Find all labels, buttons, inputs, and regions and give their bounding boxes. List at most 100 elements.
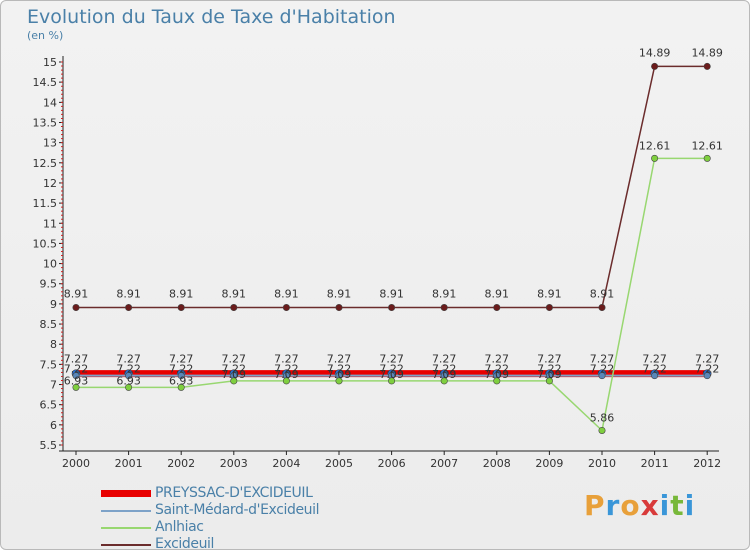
data-label: 7.22 xyxy=(274,363,299,376)
data-point xyxy=(493,304,501,312)
y-tick-label: 15 xyxy=(43,56,57,69)
data-label: 7.22 xyxy=(695,363,720,376)
legend-swatch xyxy=(101,510,151,512)
data-label: 7.22 xyxy=(485,363,510,376)
y-tick-label: 14.5 xyxy=(33,76,58,89)
data-label: 8.91 xyxy=(274,288,299,301)
logo-letter: o xyxy=(620,489,641,522)
y-tick-label: 6.5 xyxy=(40,399,58,412)
data-point xyxy=(651,154,659,162)
proxiti-logo: Proxiti xyxy=(584,489,695,522)
data-label: 12.61 xyxy=(639,139,671,152)
data-point xyxy=(545,377,553,385)
data-point xyxy=(703,372,711,380)
logo-letter: x xyxy=(640,489,660,522)
data-label: 7.27 xyxy=(642,353,667,366)
logo-letter: i xyxy=(659,489,671,522)
data-point xyxy=(72,304,80,312)
logo-letter: t xyxy=(670,489,685,522)
data-label: 8.91 xyxy=(432,288,457,301)
y-tick-label: 9.5 xyxy=(40,278,58,291)
data-label: 7.27 xyxy=(432,353,457,366)
logo-letter: r xyxy=(605,489,621,522)
x-tick-label: 2010 xyxy=(588,457,616,470)
data-label: 8.91 xyxy=(169,288,194,301)
data-label: 7.27 xyxy=(379,353,404,366)
data-label: 7.22 xyxy=(222,363,247,376)
series-line xyxy=(76,65,708,309)
data-label: 6.93 xyxy=(64,374,89,387)
data-point xyxy=(651,372,659,380)
legend-item: Anlhiac xyxy=(101,519,421,536)
data-label: 14.89 xyxy=(691,46,723,59)
data-point xyxy=(177,383,185,391)
data-label: 12.61 xyxy=(691,139,723,152)
data-point xyxy=(125,304,133,312)
data-point xyxy=(335,377,343,385)
y-tick-label: 10 xyxy=(43,258,57,271)
data-label: 7.22 xyxy=(642,363,667,376)
data-label: 7.27 xyxy=(485,353,510,366)
data-point xyxy=(72,383,80,391)
data-label: 7.27 xyxy=(64,353,89,366)
legend-item: Saint-Médard-d'Excideuil xyxy=(101,502,421,519)
data-label: 8.91 xyxy=(222,288,247,301)
data-label: 7.22 xyxy=(169,363,194,376)
chart-title: Evolution du Taux de Taxe d'Habitation xyxy=(27,6,396,28)
x-tick-label: 2001 xyxy=(115,457,143,470)
legend-item: PREYSSAC-D'EXCIDEUIL xyxy=(101,485,421,502)
data-label: 8.91 xyxy=(327,288,352,301)
data-point xyxy=(177,304,185,312)
x-tick-label: 2008 xyxy=(483,457,511,470)
data-point xyxy=(440,377,448,385)
data-label: 7.09 xyxy=(537,368,562,381)
data-point xyxy=(440,304,448,312)
data-point xyxy=(282,377,290,385)
data-point xyxy=(388,304,396,312)
data-label: 6.93 xyxy=(169,374,194,387)
data-label: 7.27 xyxy=(169,353,194,366)
data-point xyxy=(598,372,606,380)
data-point xyxy=(125,383,133,391)
y-tick-label: 6 xyxy=(50,419,57,432)
y-tick-label: 11 xyxy=(43,217,57,230)
data-label: 7.22 xyxy=(590,363,615,376)
data-point xyxy=(703,62,711,70)
data-label: 7.22 xyxy=(537,363,562,376)
data-label: 7.27 xyxy=(695,353,720,366)
data-point xyxy=(598,304,606,312)
data-label: 7.27 xyxy=(327,353,352,366)
data-label: 8.91 xyxy=(590,288,615,301)
data-label: 7.27 xyxy=(222,353,247,366)
data-label: 7.27 xyxy=(274,353,299,366)
y-tick-label: 8 xyxy=(50,338,57,351)
data-label: 7.22 xyxy=(379,363,404,376)
x-tick-label: 2012 xyxy=(693,457,721,470)
legend-label: Excideuil xyxy=(155,536,215,550)
y-tick-label: 13 xyxy=(43,137,57,150)
data-label: 7.09 xyxy=(485,368,510,381)
data-label: 7.09 xyxy=(274,368,299,381)
data-label: 7.09 xyxy=(432,368,457,381)
data-label: 7.09 xyxy=(222,368,247,381)
data-label: 7.27 xyxy=(537,353,562,366)
data-point xyxy=(388,377,396,385)
data-label: 7.27 xyxy=(116,353,141,366)
x-tick-label: 2002 xyxy=(167,457,195,470)
y-tick-label: 12 xyxy=(43,177,57,190)
x-tick-label: 2000 xyxy=(62,457,90,470)
data-label: 7.22 xyxy=(327,363,352,376)
legend-swatch xyxy=(101,527,151,529)
data-label: 8.91 xyxy=(485,288,510,301)
legend-swatch xyxy=(101,544,151,546)
data-label: 7.09 xyxy=(379,368,404,381)
x-tick-label: 2006 xyxy=(378,457,406,470)
data-label: 6.93 xyxy=(116,374,141,387)
legend: PREYSSAC-D'EXCIDEUIL Saint-Médard-d'Exci… xyxy=(101,485,421,550)
y-tick-label: 9 xyxy=(50,298,57,311)
logo-letter: i xyxy=(684,489,696,522)
y-tick-label: 14 xyxy=(43,96,57,109)
x-tick-label: 2003 xyxy=(220,457,248,470)
y-unit-label: (en %) xyxy=(27,29,64,42)
